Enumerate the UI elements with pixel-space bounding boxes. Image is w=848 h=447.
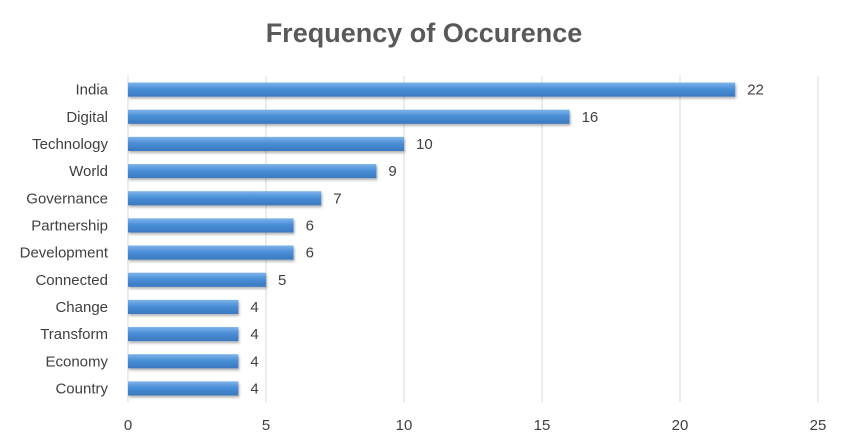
category-label: Digital — [66, 109, 108, 126]
x-tick-label: 10 — [396, 417, 413, 434]
x-tick-labels: 0 5 10 15 20 25 — [124, 417, 827, 434]
x-tick-label: 0 — [124, 417, 132, 434]
bar-partnership — [128, 218, 294, 233]
category-label: Transform — [40, 326, 108, 343]
x-tick-label: 25 — [810, 417, 827, 434]
chart-title: Frequency of Occurence — [266, 18, 583, 48]
bar-governance — [128, 191, 322, 206]
category-labels: India Digital Technology World Governance Par… — [20, 82, 109, 398]
data-label: 22 — [747, 82, 764, 99]
bar-world — [128, 164, 377, 179]
category-label: Partnership — [31, 217, 108, 234]
bars — [128, 82, 736, 396]
bar-change — [128, 299, 239, 314]
category-label: India — [75, 82, 108, 99]
bar-digital — [128, 109, 570, 124]
bar-technology — [128, 136, 404, 151]
category-label: Country — [55, 380, 108, 397]
x-tick-label: 5 — [262, 417, 270, 434]
category-label: World — [69, 163, 108, 180]
bar-economy — [128, 354, 239, 369]
data-label: 16 — [582, 109, 599, 126]
data-label: 4 — [250, 353, 258, 370]
data-label: 4 — [250, 380, 258, 397]
x-tick-label: 20 — [672, 417, 689, 434]
data-label: 6 — [306, 245, 314, 262]
data-labels: 22 16 10 9 7 6 6 5 4 4 4 4 — [250, 82, 763, 398]
category-label: Economy — [45, 353, 108, 370]
bar-development — [128, 245, 294, 260]
gridlines — [127, 76, 819, 402]
bar-country — [128, 381, 239, 396]
category-label: Development — [20, 245, 109, 262]
category-label: Governance — [26, 190, 108, 207]
bar-india — [128, 82, 736, 97]
category-label: Connected — [35, 272, 108, 289]
category-label: Technology — [32, 136, 108, 153]
data-label: 5 — [278, 272, 286, 289]
data-label: 6 — [306, 217, 314, 234]
data-label: 4 — [250, 299, 258, 316]
bar-connected — [128, 272, 266, 287]
data-label: 4 — [250, 326, 258, 343]
data-label: 7 — [333, 190, 341, 207]
data-label: 9 — [388, 163, 396, 180]
category-label: Change — [55, 299, 108, 316]
bar-transform — [128, 327, 239, 342]
x-tick-label: 15 — [534, 417, 551, 434]
data-label: 10 — [416, 136, 433, 153]
